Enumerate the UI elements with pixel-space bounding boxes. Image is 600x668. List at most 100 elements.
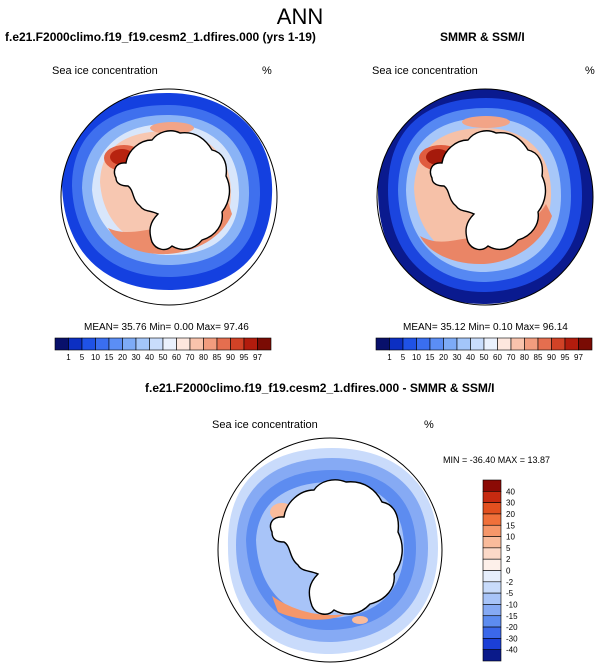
diff-colorbar-tick-label: 2 <box>506 555 511 564</box>
obs-colorbar-tick-label: 40 <box>466 353 475 362</box>
diff-stats: MIN = -36.40 MAX = 13.87 <box>443 455 551 465</box>
model-colorbar-tick-label: 10 <box>91 353 100 362</box>
obs-colorbar-color-box <box>524 337 539 351</box>
diff-colorbar-color-box <box>482 491 502 503</box>
diff-colorbar-tick-label: 30 <box>506 499 515 508</box>
diff-colorbar-tick-label: -30 <box>506 634 518 643</box>
diff-colorbar-color-box <box>482 513 502 526</box>
obs-colorbar-color-box <box>375 337 390 351</box>
obs-colorbar-tick-label: 70 <box>507 353 516 362</box>
diff-colorbar-color-box <box>482 604 502 617</box>
diff-colorbar-color-box <box>482 502 502 515</box>
model-colorbar-color-box <box>216 337 231 351</box>
model-colorbar-tick-label: 60 <box>172 353 181 362</box>
model-colorbar-color-box <box>257 337 272 351</box>
diff-colorbar-tick-label: -2 <box>506 578 514 587</box>
obs-colorbar-color-box <box>564 337 579 351</box>
obs-colorbar-tick-label: 1 <box>387 353 392 362</box>
diff-colorbar-tick-label: 10 <box>506 533 515 542</box>
obs-colorbar-color-box <box>483 337 498 351</box>
obs-colorbar-tick-label: 5 <box>401 353 406 362</box>
diff-colorbar-tick-label: -40 <box>506 646 518 655</box>
model-colorbar-color-box <box>108 337 123 351</box>
diff-colorbar-color-box <box>482 626 502 639</box>
model-colorbar-tick-label: 50 <box>159 353 168 362</box>
diff-colorbar-color-box <box>482 547 502 560</box>
diff-colorbar-color-box <box>482 638 502 650</box>
diff-colorbar-tick-label: 40 <box>506 487 515 496</box>
model-colorbar-tick-label: 95 <box>240 353 249 362</box>
obs-colorbar-color-box <box>416 337 431 351</box>
obs-colorbar-color-box <box>497 337 512 351</box>
model-stats: MEAN= 35.76 Min= 0.00 Max= 97.46 <box>84 322 249 333</box>
diff-colorbar-color-box <box>482 558 502 571</box>
model-colorbar-color-box <box>54 337 69 351</box>
diff-colorbar-tick-label: -10 <box>506 600 518 609</box>
model-map <box>60 88 278 306</box>
diff-colorbar-color-box <box>482 649 502 662</box>
diff-colorbar-tick-label: 0 <box>506 567 511 576</box>
model-colorbar-tick-label: 15 <box>105 353 114 362</box>
diff-colorbar-tick-label: -5 <box>506 589 514 598</box>
model-colorbar-color-box <box>149 337 164 351</box>
model-variable-label: Sea ice concentration <box>52 65 158 77</box>
obs-colorbar-color-box <box>456 337 471 351</box>
model-colorbar-tick-label: 70 <box>186 353 195 362</box>
diff-colorbar-tick-label: 20 <box>506 510 515 519</box>
diff-colorbar-tick-label: 5 <box>506 544 511 553</box>
diff-colorbar-color-box <box>482 592 502 605</box>
obs-colorbar-tick-label: 60 <box>493 353 502 362</box>
obs-colorbar-color-box <box>443 337 458 351</box>
obs-colorbar-color-box <box>551 337 566 351</box>
diff-colorbar-color-box <box>482 536 502 549</box>
diff-colorbar-color-box <box>482 615 502 628</box>
obs-colorbar-tick-label: 85 <box>534 353 543 362</box>
diff-colorbar-tick-label: -20 <box>506 623 518 632</box>
obs-units-label: % <box>585 65 595 77</box>
obs-colorbar-tick-label: 50 <box>480 353 489 362</box>
obs-colorbar-color-box <box>578 337 593 351</box>
diff-colorbar-tick-label: 15 <box>506 521 515 530</box>
obs-colorbar-color-box <box>429 337 444 351</box>
model-colorbar-color-box <box>68 337 83 351</box>
obs-colorbar-tick-label: 90 <box>547 353 556 362</box>
obs-variable-label: Sea ice concentration <box>372 65 478 77</box>
diff-colorbar-color-box <box>482 524 502 537</box>
diff-colorbar-color-box <box>482 581 502 594</box>
diff-units-label: % <box>424 419 434 431</box>
obs-colorbar-tick-label: 20 <box>439 353 448 362</box>
model-colorbar-color-box <box>189 337 204 351</box>
obs-colorbar-color-box <box>389 337 404 351</box>
obs-colorbar-tick-label: 30 <box>453 353 462 362</box>
model-units-label: % <box>262 65 272 77</box>
obs-colorbar-color-box <box>402 337 417 351</box>
obs-colorbar-color-box <box>470 337 485 351</box>
model-colorbar-tick-label: 5 <box>80 353 85 362</box>
model-colorbar-tick-label: 1 <box>66 353 71 362</box>
model-colorbar-color-box <box>230 337 245 351</box>
model-colorbar-color-box <box>135 337 150 351</box>
model-colorbar-tick-label: 85 <box>213 353 222 362</box>
model-colorbar-color-box <box>162 337 177 351</box>
obs-panel-title: SMMR & SSM/I <box>440 30 525 44</box>
obs-colorbar-color-box <box>537 337 552 351</box>
model-colorbar-color-box <box>203 337 218 351</box>
model-panel-title: f.e21.F2000climo.f19_f19.cesm2_1.dfires.… <box>5 30 316 44</box>
model-colorbar-color-box <box>243 337 258 351</box>
diff-variable-label: Sea ice concentration <box>212 419 318 431</box>
obs-colorbar-tick-label: 80 <box>520 353 529 362</box>
obs-colorbar-color-box <box>510 337 525 351</box>
obs-colorbar-tick-label: 15 <box>426 353 435 362</box>
model-colorbar-tick-label: 90 <box>226 353 235 362</box>
model-colorbar-color-box <box>95 337 110 351</box>
diff-panel-title: f.e21.F2000climo.f19_f19.cesm2_1.dfires.… <box>145 381 495 395</box>
diff-colorbar-tick-label: -15 <box>506 612 518 621</box>
model-colorbar-tick-label: 20 <box>118 353 127 362</box>
obs-colorbar-tick-label: 97 <box>574 353 583 362</box>
model-colorbar-color-box <box>122 337 137 351</box>
obs-map <box>376 88 594 306</box>
model-colorbar-color-box <box>176 337 191 351</box>
obs-colorbar: 1 5 10 15 20 30 40 50 60 70 80 85 90 95 97 <box>375 337 593 362</box>
